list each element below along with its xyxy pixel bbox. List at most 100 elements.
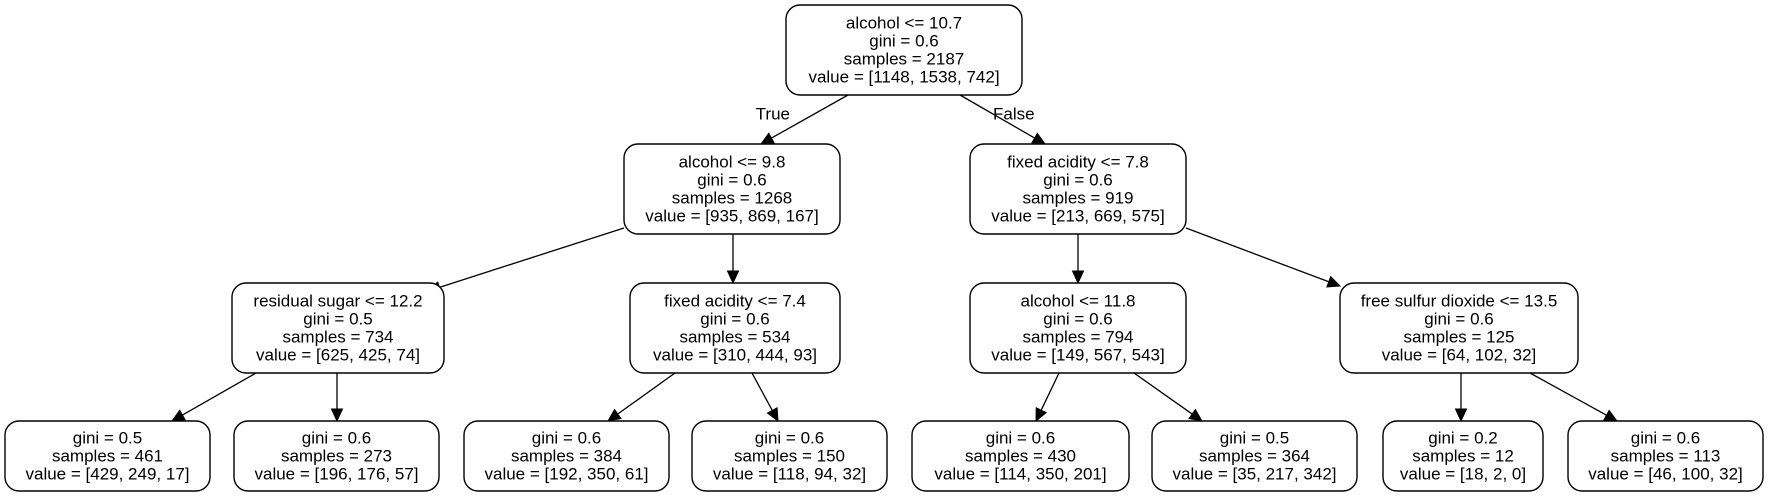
edge-line: [1133, 372, 1193, 415]
node-gini: gini = 0.5: [1220, 428, 1289, 447]
node-condition: alcohol <= 10.7: [846, 13, 962, 32]
arrowhead-icon: [1031, 132, 1047, 145]
node-value: value = [192, 350, 61]: [485, 464, 649, 483]
node-condition: free sulfur dioxide <= 13.5: [1361, 291, 1558, 310]
node-box: [4, 420, 211, 492]
node-gini: gini = 0.6: [700, 309, 769, 328]
arrowhead-icon: [726, 270, 740, 285]
edge-label-true: True: [756, 104, 790, 123]
node-gini: gini = 0.5: [303, 309, 372, 328]
edge-n3-n8: [330, 373, 344, 423]
edge-line: [1040, 372, 1060, 411]
node-samples: samples = 125: [1403, 327, 1514, 346]
edge-n1-n4: [726, 234, 740, 285]
node-samples: samples = 534: [679, 327, 790, 346]
node-samples: samples = 2187: [844, 49, 965, 68]
node-box: [1567, 420, 1764, 492]
edge-n3-n7: [170, 372, 257, 422]
edge-n2-n5: [1071, 234, 1085, 285]
node-value: value = [18, 2, 0]: [1400, 464, 1526, 483]
edge-line: [439, 227, 625, 288]
node-value: value = [114, 350, 201]: [934, 464, 1106, 483]
node-value: value = [149, 567, 543]: [991, 345, 1164, 364]
arrowhead-icon: [607, 408, 622, 422]
node-box: [969, 143, 1187, 235]
edge-n2-n6: [1185, 227, 1342, 288]
edge-line: [959, 94, 1035, 139]
node-value: value = [429, 249, 17]: [26, 464, 190, 483]
node-gini: gini = 0.6: [1043, 309, 1112, 328]
arrowhead-icon: [759, 132, 775, 145]
node-value: value = [118, 94, 32]: [713, 464, 866, 483]
node-condition: alcohol <= 9.8: [679, 152, 786, 171]
node-samples: samples = 364: [1199, 446, 1310, 465]
node-box: [1151, 420, 1358, 492]
arrowhead-icon: [766, 407, 779, 423]
node-value: value = [35, 217, 342]: [1173, 464, 1337, 483]
edge-line: [1529, 372, 1607, 416]
node-samples: samples = 461: [52, 446, 163, 465]
node-samples: samples = 12: [1412, 446, 1514, 465]
edge-line: [771, 94, 849, 139]
arrowhead-icon: [1188, 408, 1203, 422]
edge-line: [1185, 227, 1329, 283]
node-box: [785, 4, 1023, 96]
edge-label-false: False: [993, 104, 1035, 123]
arrowhead-icon: [1071, 270, 1085, 285]
edge-n6-n14: [1529, 372, 1619, 422]
node-gini: gini = 0.2: [1428, 428, 1497, 447]
edge-n0-n1: True: [756, 94, 849, 145]
node-samples: samples = 430: [965, 446, 1076, 465]
arrowhead-icon: [1454, 408, 1468, 423]
edge-n4-n9: [607, 372, 676, 422]
arrowhead-icon: [170, 409, 186, 422]
node-box: [463, 420, 670, 492]
node-samples: samples = 150: [734, 446, 845, 465]
arrowhead-icon: [1326, 275, 1342, 288]
node-gini: gini = 0.5: [73, 428, 142, 447]
node-gini: gini = 0.6: [755, 428, 824, 447]
node-gini: gini = 0.6: [302, 428, 371, 447]
node-box: [1339, 282, 1579, 374]
node-condition: alcohol <= 11.8: [1021, 291, 1136, 310]
node-samples: samples = 794: [1022, 327, 1133, 346]
node-gini: gini = 0.6: [532, 428, 601, 447]
node-samples: samples = 1268: [672, 188, 793, 207]
node-gini: gini = 0.6: [869, 31, 938, 50]
edge-line: [751, 372, 773, 411]
node-value: value = [625, 425, 74]: [256, 345, 420, 364]
node-samples: samples = 734: [282, 327, 393, 346]
edge-n4-n10: [751, 372, 779, 423]
node-samples: samples = 113: [1611, 446, 1721, 465]
edge-n5-n12: [1133, 372, 1203, 422]
node-gini: gini = 0.6: [1043, 170, 1112, 189]
node-gini: gini = 0.6: [697, 170, 766, 189]
edge-n0-n2: False: [959, 94, 1047, 145]
node-value: value = [196, 176, 57]: [255, 464, 419, 483]
node-gini: gini = 0.6: [986, 428, 1055, 447]
node-box: [629, 282, 841, 374]
edge-line: [182, 372, 257, 416]
node-gini: gini = 0.6: [1424, 309, 1493, 328]
node-value: value = [935, 869, 167]: [645, 206, 818, 225]
node-gini: gini = 0.6: [1631, 428, 1700, 447]
node-box: [691, 420, 888, 492]
node-condition: residual sugar <= 12.2: [253, 291, 422, 310]
edge-n1-n3: [426, 227, 625, 294]
arrowhead-icon: [1603, 409, 1619, 422]
edge-n5-n11: [1035, 372, 1060, 423]
node-box: [623, 143, 841, 235]
node-value: value = [46, 100, 32]: [1588, 464, 1743, 483]
